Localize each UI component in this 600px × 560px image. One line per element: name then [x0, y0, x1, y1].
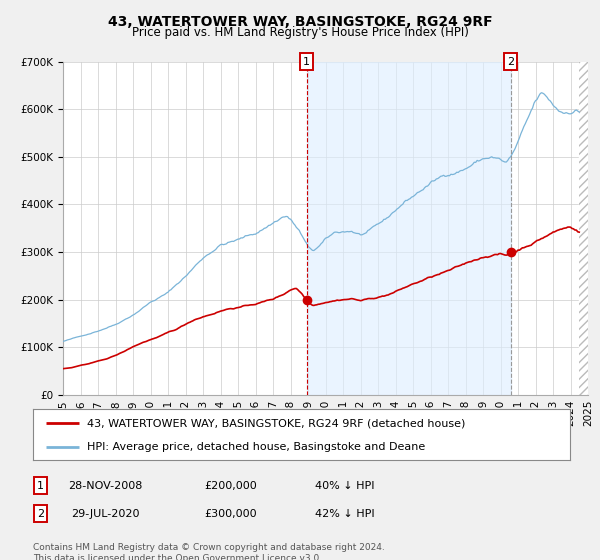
Text: 28-NOV-2008: 28-NOV-2008	[68, 480, 142, 491]
Text: 43, WATERTOWER WAY, BASINGSTOKE, RG24 9RF: 43, WATERTOWER WAY, BASINGSTOKE, RG24 9R…	[107, 15, 493, 29]
Text: 43, WATERTOWER WAY, BASINGSTOKE, RG24 9RF (detached house): 43, WATERTOWER WAY, BASINGSTOKE, RG24 9R…	[87, 418, 465, 428]
Text: HPI: Average price, detached house, Basingstoke and Deane: HPI: Average price, detached house, Basi…	[87, 442, 425, 452]
Bar	[579, 62, 588, 395]
Text: £300,000: £300,000	[205, 508, 257, 519]
Text: £200,000: £200,000	[205, 480, 257, 491]
Text: 42% ↓ HPI: 42% ↓ HPI	[315, 508, 375, 519]
Bar	[307, 62, 511, 395]
Bar	[579, 62, 588, 395]
Text: Price paid vs. HM Land Registry's House Price Index (HPI): Price paid vs. HM Land Registry's House …	[131, 26, 469, 39]
Text: 40% ↓ HPI: 40% ↓ HPI	[315, 480, 375, 491]
Text: 29-JUL-2020: 29-JUL-2020	[71, 508, 139, 519]
Text: 2: 2	[507, 57, 514, 67]
Text: Contains HM Land Registry data © Crown copyright and database right 2024.
This d: Contains HM Land Registry data © Crown c…	[33, 543, 385, 560]
Text: 1: 1	[303, 57, 310, 67]
Text: 2: 2	[37, 508, 44, 519]
Text: 1: 1	[37, 480, 44, 491]
